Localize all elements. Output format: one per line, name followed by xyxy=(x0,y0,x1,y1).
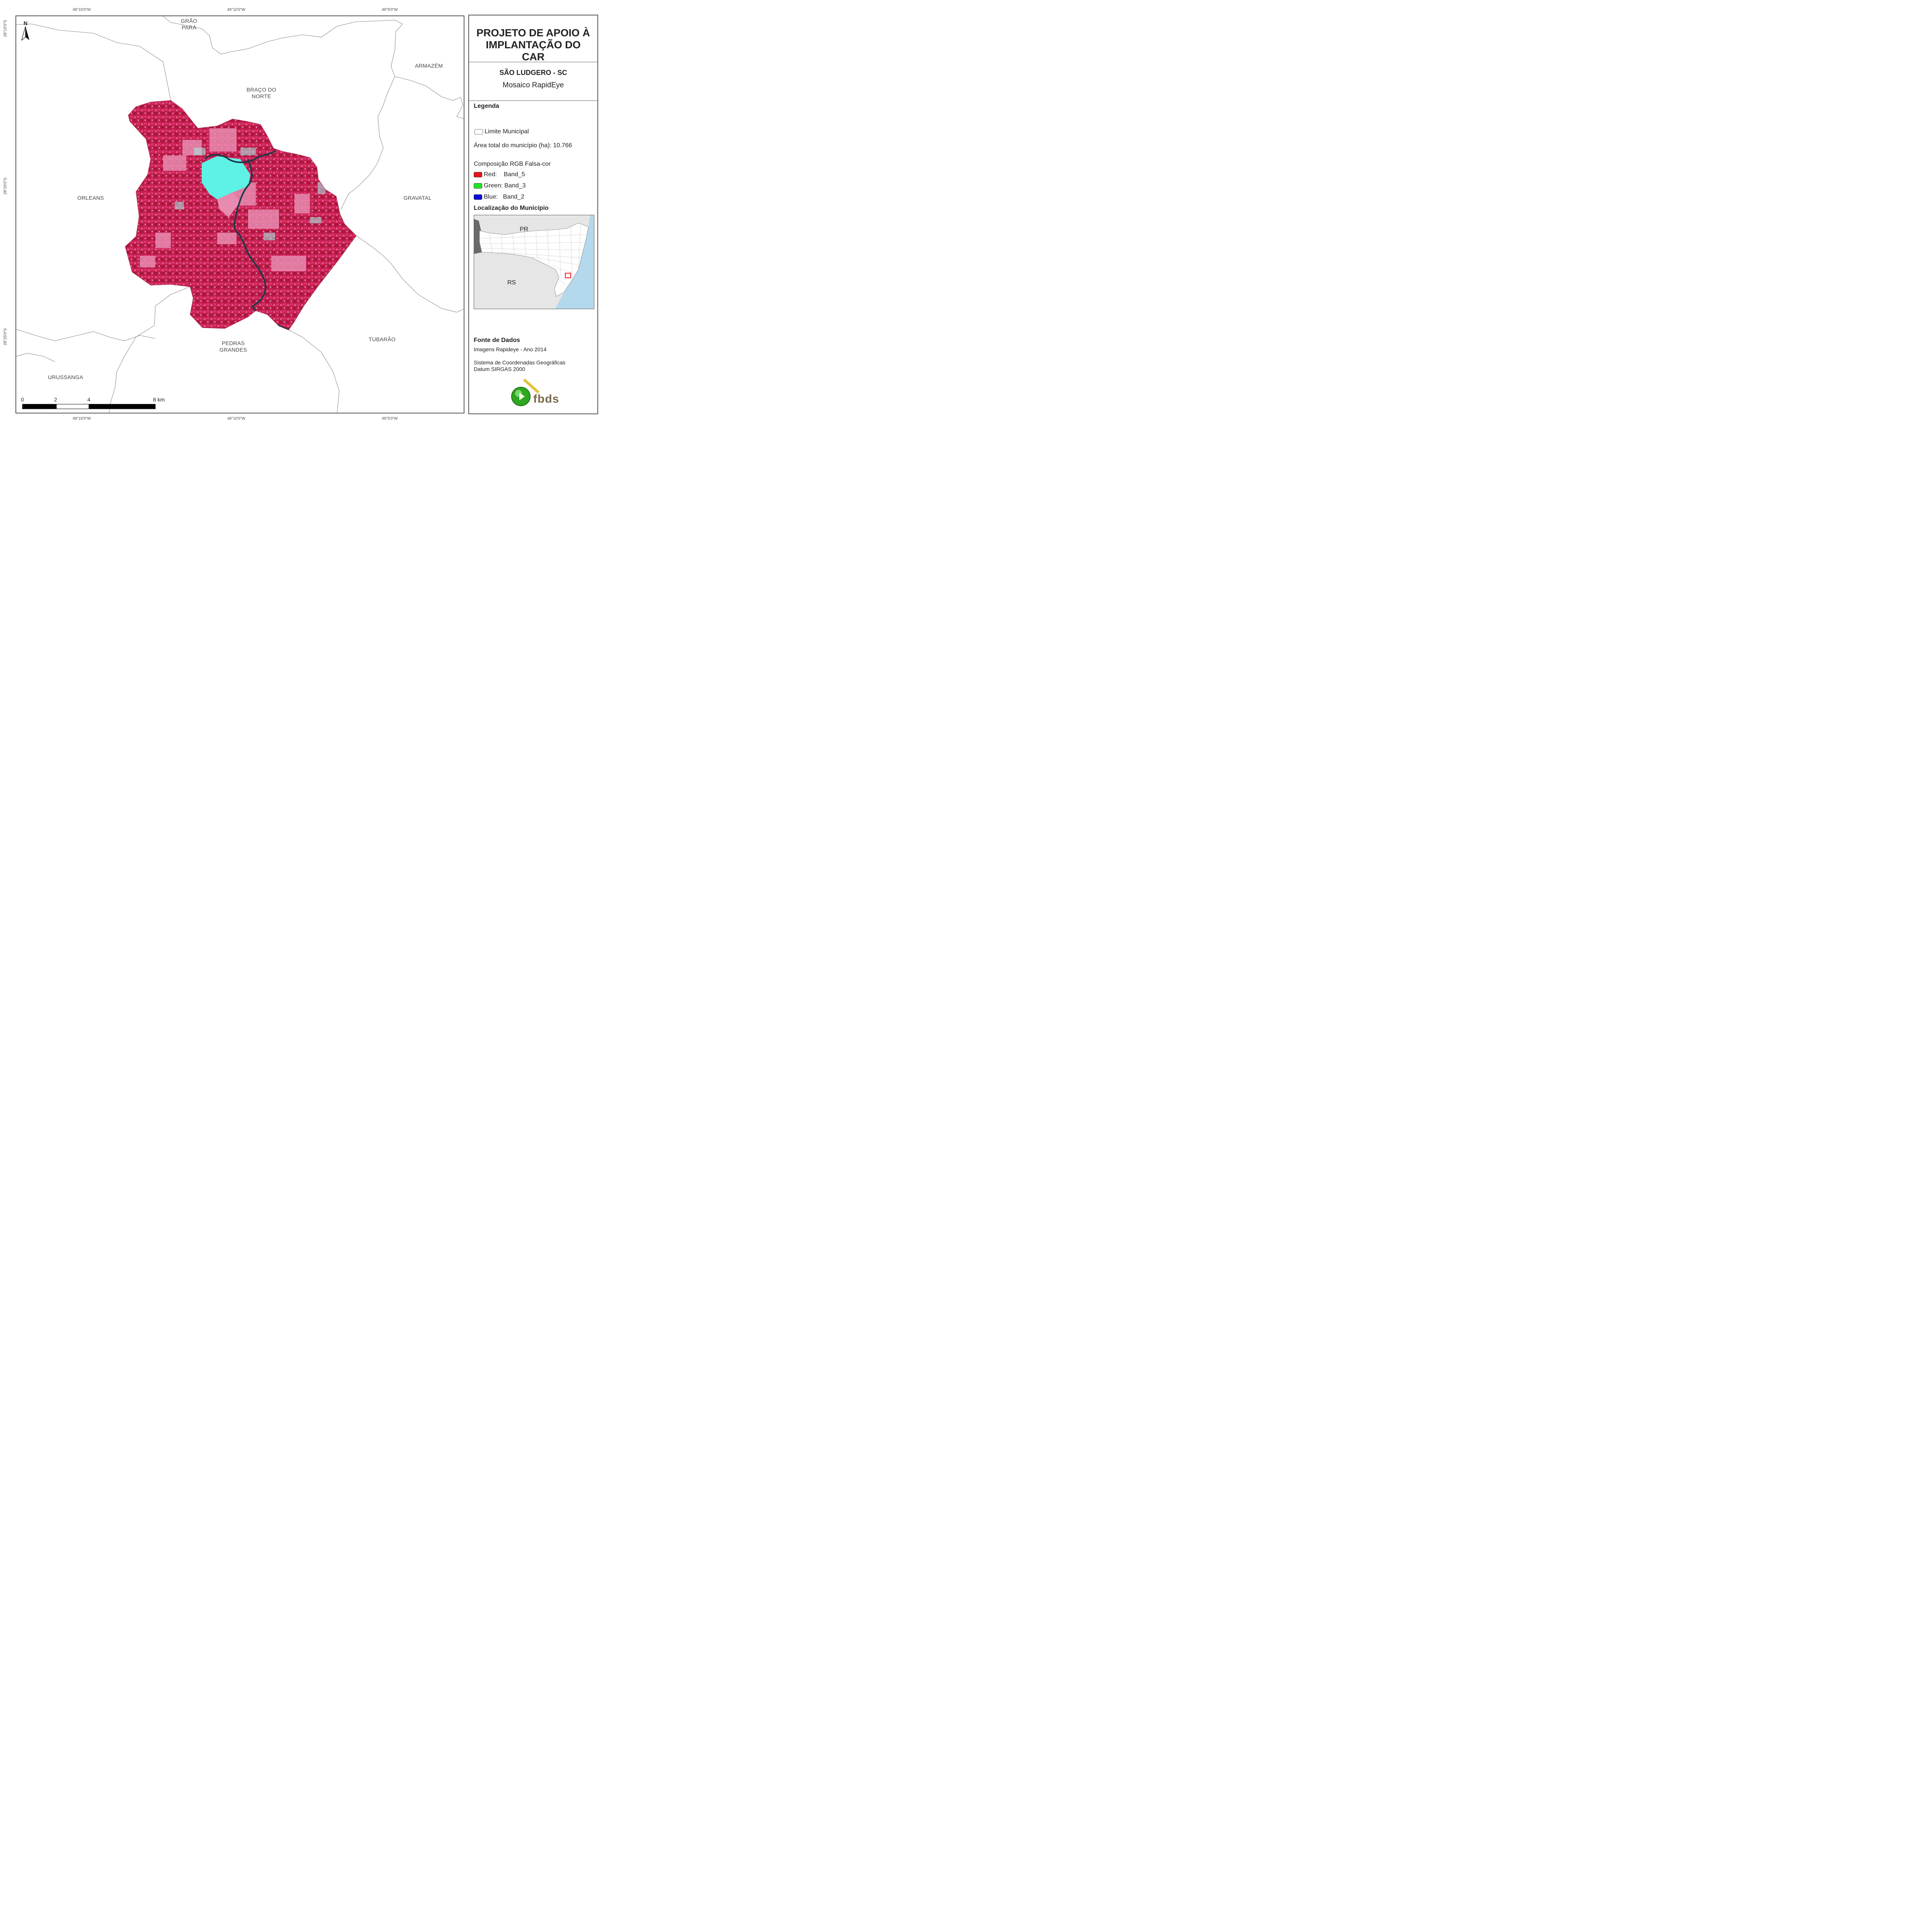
north-label: N xyxy=(23,20,28,26)
source-line-3: Datum SIRGAS 2000 xyxy=(474,366,526,372)
source-line-2: Sistema de Coordenadas Geográficas xyxy=(474,359,566,366)
coord-top-2: 49°10'0"W xyxy=(227,8,245,12)
place-gravatal: GRAVATAL xyxy=(403,195,432,201)
coord-bottom-1: 49°15'0"W xyxy=(73,417,91,421)
source-title: Fonte de Dados xyxy=(474,337,520,344)
map-subtitle: Mosaico RapidEye xyxy=(502,81,564,89)
coord-top-1: 49°15'0"W xyxy=(73,8,91,12)
coord-bottom-2: 49°10'0"W xyxy=(227,417,245,421)
area-label: Área total do município (ha): 10.766 xyxy=(474,142,572,149)
location-title: Localização do Município xyxy=(474,205,549,211)
inset-label-pr: PR xyxy=(520,226,529,233)
inset-svg xyxy=(474,215,594,309)
red-band-label: Red: Band_5 xyxy=(484,171,525,178)
north-arrow-icon xyxy=(21,26,29,41)
place-braco-do-norte: BRAÇO DO NORTE xyxy=(247,87,277,99)
green-band-swatch xyxy=(474,183,482,189)
page-title: PROJETO DE APOIO À IMPLANTAÇÃO DO CAR xyxy=(476,27,590,63)
scale-label-0: 0 xyxy=(21,396,24,403)
coord-left-2: 28°20'0"S xyxy=(3,177,8,195)
place-orleans: ORLEANS xyxy=(77,195,104,201)
fbds-logo-icon xyxy=(511,378,540,406)
inset-label-rs: RS xyxy=(507,279,516,286)
map-frame[interactable]: N GRÃO PARÁ ARMAZÉM BRAÇO DO NORTE ORLEA… xyxy=(15,15,464,413)
municipal-limit-label: Limite Municipal xyxy=(485,128,529,135)
coord-top-3: 49°5'0"W xyxy=(382,8,398,12)
place-urussanga: URUSSANGA xyxy=(48,374,83,380)
blue-band-label: Blue: Band_2 xyxy=(484,194,524,200)
coord-bottom-3: 49°5'0"W xyxy=(382,417,398,421)
blue-band-swatch xyxy=(474,194,482,200)
place-tubarao: TUBARÃO xyxy=(369,336,396,342)
green-band-label: Green: Band_3 xyxy=(484,182,526,189)
legend-panel: PROJETO DE APOIO À IMPLANTAÇÃO DO CAR SÃ… xyxy=(468,15,598,414)
municipality-image xyxy=(125,100,356,330)
scale-bar xyxy=(22,404,156,409)
legend-title: Legenda xyxy=(474,103,499,109)
north-arrow: N xyxy=(21,20,30,43)
source-line-1: Imagens Rapideye - Ano 2014 xyxy=(474,346,547,352)
fbds-logo: fbds xyxy=(511,376,561,407)
coord-left-1: 28°15'0"S xyxy=(3,20,8,37)
scale-label-4: 4 xyxy=(87,396,90,403)
rgb-title: Composição RGB Falsa-cor xyxy=(474,161,551,167)
divider-2 xyxy=(469,100,597,101)
place-grao-para: GRÃO PARÁ xyxy=(181,18,197,31)
coord-left-3: 28°25'0"S xyxy=(3,328,8,345)
place-armazem: ARMAZÉM xyxy=(415,63,443,69)
scale-label-8: 8 km xyxy=(153,396,165,403)
red-band-swatch xyxy=(474,172,482,177)
municipal-limit-swatch xyxy=(474,129,483,134)
place-pedras-grandes: PEDRAS GRANDES xyxy=(219,340,247,353)
map-canvas xyxy=(16,16,464,413)
municipality-boundary xyxy=(125,100,357,330)
location-inset-map: PR RS xyxy=(474,215,594,309)
neighbor-boundaries xyxy=(16,16,464,413)
scale-label-2: 2 xyxy=(54,396,57,403)
municipality-title: SÃO LUDGERO - SC xyxy=(499,69,567,77)
logo-text: fbds xyxy=(533,393,560,405)
